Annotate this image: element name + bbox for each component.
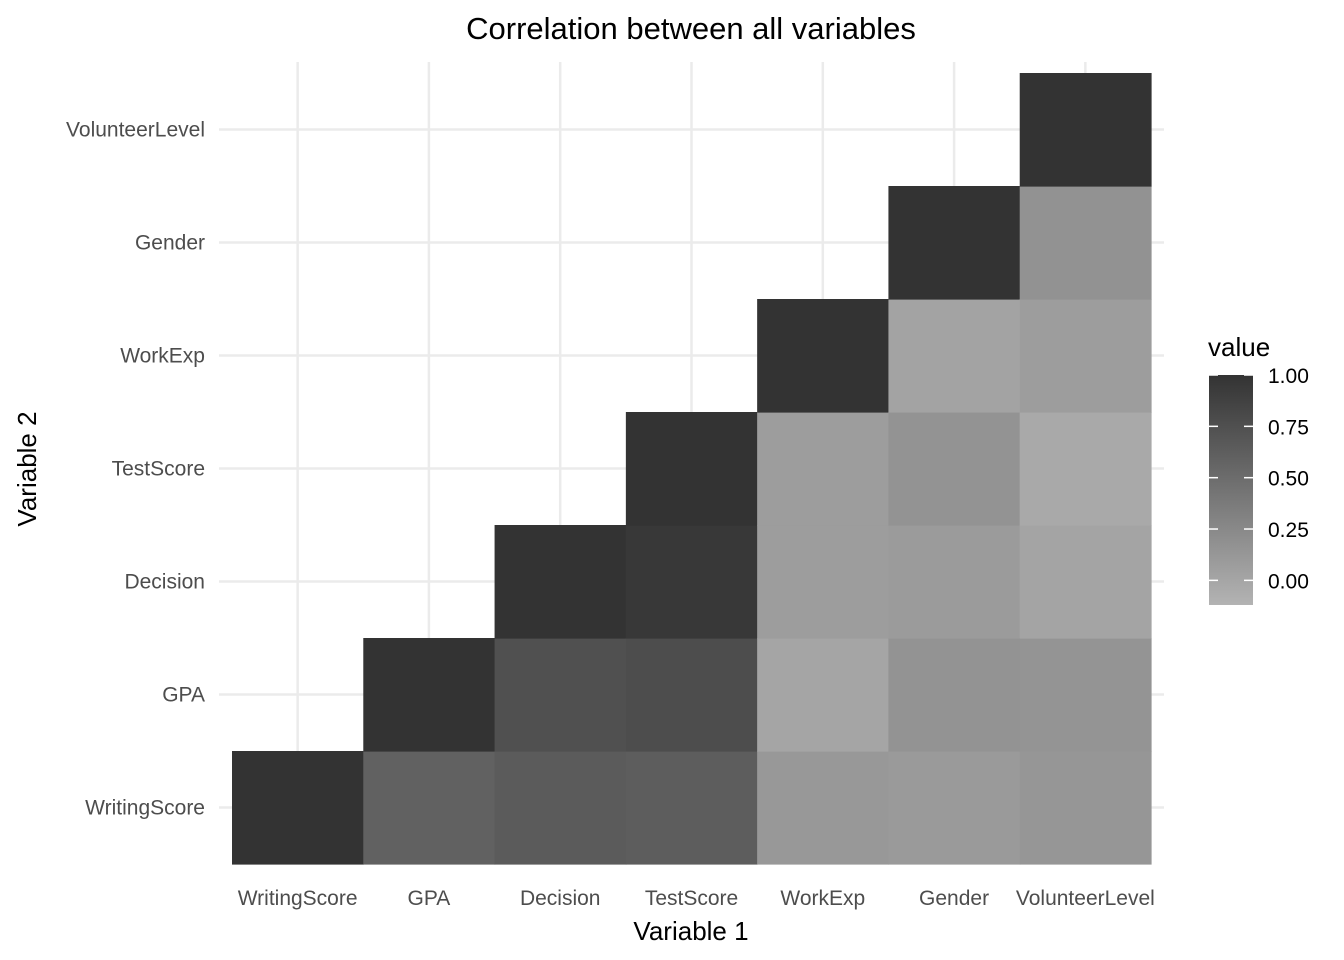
heatmap-cell-WorkExp-WorkExp (757, 299, 890, 413)
heatmap-cell-Gender-GPA (888, 638, 1021, 752)
heatmap-cell-Gender-TestScore (888, 412, 1021, 526)
heatmap-cell-WorkExp-WritingScore (757, 751, 890, 865)
legend-tick-label-3: 0.25 (1268, 519, 1309, 542)
heatmap-cell-Gender-Decision (888, 525, 1021, 639)
heatmap-cell-VolunteerLevel-VolunteerLevel (1019, 73, 1152, 187)
chart-title: Correlation between all variables (466, 11, 916, 46)
heatmap-cell-Gender-WritingScore (888, 751, 1021, 865)
y-axis-ticks: WritingScore GPA Decision TestScore WorkExp G… (66, 119, 205, 820)
heatmap-cell-Decision-Decision (494, 525, 627, 639)
x-axis-ticks: WritingScore GPA Decision TestScore WorkExp G… (238, 887, 1155, 910)
y-tick-label-WritingScore: WritingScore (85, 797, 205, 820)
y-tick-label-Gender: Gender (135, 232, 205, 255)
heatmap-cell-VolunteerLevel-WritingScore (1019, 751, 1152, 865)
heatmap-cell-VolunteerLevel-Gender (1019, 186, 1152, 300)
legend: value 1.00 0.75 0.50 0.25 0.00 (1208, 332, 1309, 605)
heatmap-cell-WorkExp-Decision (757, 525, 890, 639)
heatmap-cell-Decision-WritingScore (494, 751, 627, 865)
x-tick-label-TestScore: TestScore (645, 887, 738, 910)
heatmap-cell-GPA-WritingScore (363, 751, 496, 865)
x-tick-label-Gender: Gender (919, 887, 989, 910)
heatmap-cell-WorkExp-TestScore (757, 412, 890, 526)
y-tick-label-WorkExp: WorkExp (120, 345, 205, 368)
x-tick-label-GPA: GPA (408, 887, 451, 910)
heatmap-cell-VolunteerLevel-GPA (1019, 638, 1152, 752)
heatmap-cell-TestScore-GPA (625, 638, 758, 752)
legend-color-bar (1209, 375, 1253, 605)
legend-tick-label-4: 0.00 (1268, 570, 1309, 593)
legend-tick-label-0: 1.00 (1268, 365, 1309, 388)
legend-tick-label-1: 0.75 (1268, 416, 1309, 439)
y-tick-label-Decision: Decision (124, 571, 205, 594)
heatmap-cell-VolunteerLevel-WorkExp (1019, 299, 1152, 413)
legend-title: value (1208, 332, 1270, 362)
x-tick-label-VolunteerLevel: VolunteerLevel (1016, 887, 1155, 910)
heatmap-cell-VolunteerLevel-Decision (1019, 525, 1152, 639)
y-axis-title: Variable 2 (12, 411, 42, 526)
heatmap-cell-WorkExp-GPA (757, 638, 890, 752)
x-tick-label-Decision: Decision (520, 887, 601, 910)
heatmap-cell-TestScore-WritingScore (625, 751, 758, 865)
x-tick-label-WritingScore: WritingScore (238, 887, 358, 910)
legend-tick-label-2: 0.50 (1268, 468, 1309, 491)
heatmap-cell-Gender-WorkExp (888, 299, 1021, 413)
y-tick-label-GPA: GPA (162, 684, 205, 707)
heatmap-cell-Decision-GPA (494, 638, 627, 752)
heatmap-cell-TestScore-Decision (625, 525, 758, 639)
heatmap-cell-Gender-Gender (888, 186, 1021, 300)
x-tick-label-WorkExp: WorkExp (780, 887, 865, 910)
heatmap-cell-GPA-GPA (363, 638, 496, 752)
heatmap-cells (232, 73, 1152, 865)
heatmap-cell-TestScore-TestScore (625, 412, 758, 526)
heatmap-cell-WritingScore-WritingScore (232, 751, 364, 865)
y-tick-label-VolunteerLevel: VolunteerLevel (66, 119, 205, 142)
x-axis-title: Variable 1 (633, 916, 748, 946)
heatmap-cell-VolunteerLevel-TestScore (1019, 412, 1152, 526)
legend-ticks: 1.00 0.75 0.50 0.25 0.00 (1209, 365, 1309, 593)
y-tick-label-TestScore: TestScore (112, 458, 205, 481)
